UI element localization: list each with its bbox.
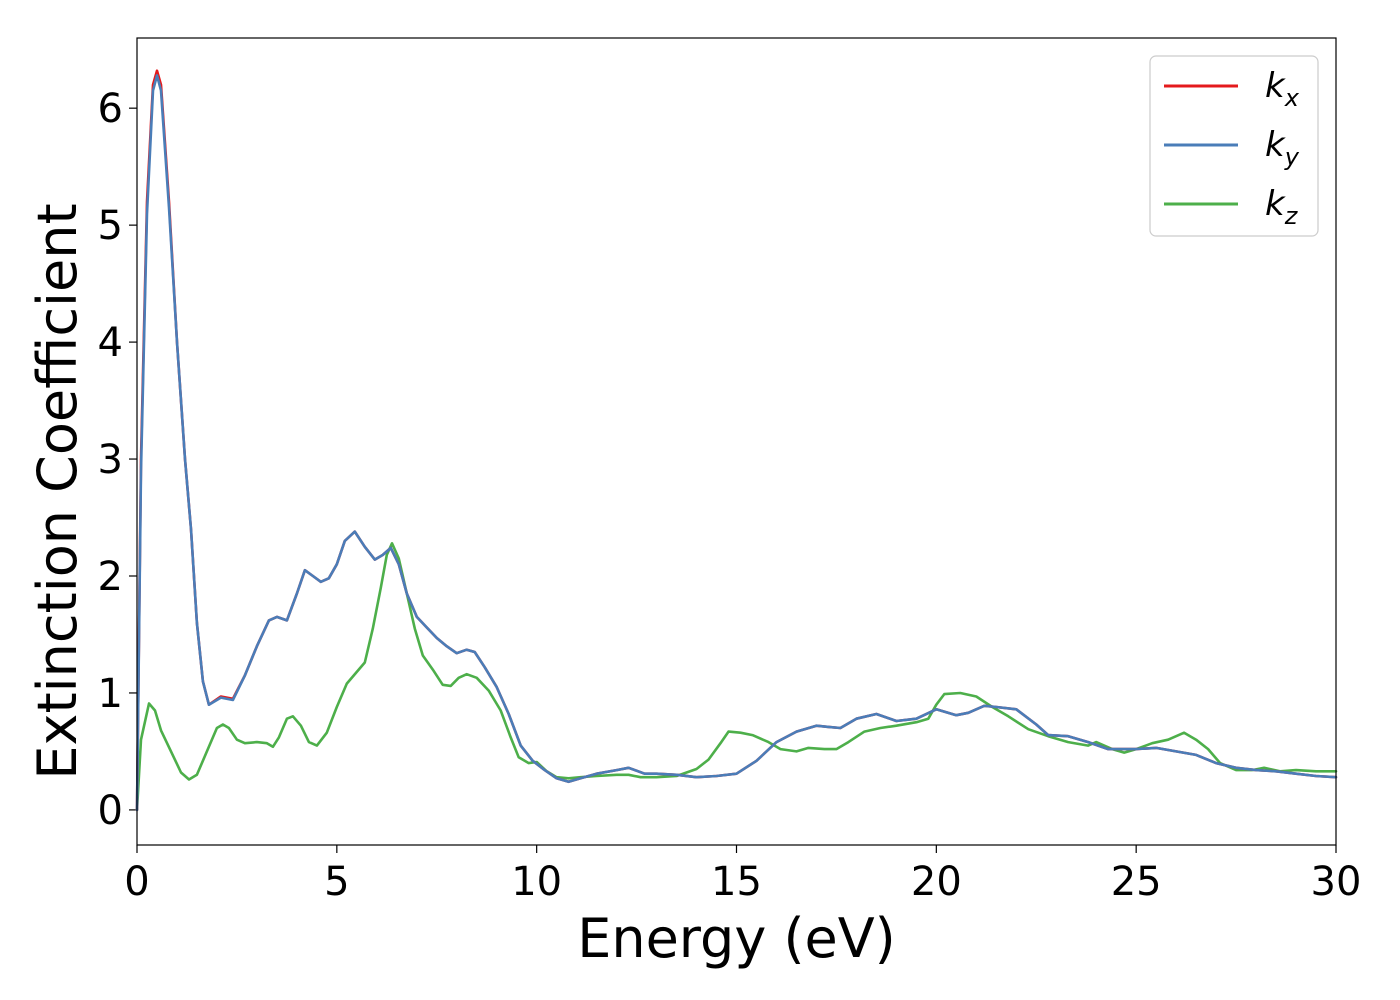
y-tick-label: 2 — [98, 554, 123, 600]
x-tick-label: 20 — [911, 859, 962, 905]
y-tick-label: 6 — [98, 86, 123, 132]
x-axis-label: Energy (eV) — [577, 907, 896, 970]
legend-label-symbol: k — [1265, 66, 1286, 106]
series-line-ky — [135, 74, 1338, 812]
y-tick-label: 5 — [98, 203, 123, 249]
ticks-layer: 0 5 10 15 20 25 30 0 1 2 3 4 5 6 — [98, 86, 1362, 905]
legend-label-kz: kz — [1265, 184, 1299, 230]
x-tick-label: 10 — [511, 859, 562, 905]
x-tick-label: 5 — [324, 859, 349, 905]
legend-label-subscript: z — [1284, 202, 1299, 230]
legend-label-subscript: y — [1284, 143, 1300, 171]
plot-frame — [136, 37, 1337, 846]
y-tick-label: 1 — [98, 671, 123, 717]
x-tick-label: 0 — [124, 859, 149, 905]
legend-label-ky: ky — [1265, 125, 1300, 171]
y-tick-label: 0 — [98, 788, 123, 834]
legend-label-symbol: k — [1265, 184, 1286, 224]
y-tick-label: 3 — [98, 437, 123, 483]
x-tick-label: 25 — [1111, 859, 1162, 905]
legend-label-kx: kx — [1265, 66, 1300, 112]
y-tick-label: 4 — [98, 320, 123, 366]
y-axis-label: Extinction Coefficient — [26, 203, 89, 779]
x-tick-label: 15 — [711, 859, 762, 905]
legend-label-subscript: x — [1284, 84, 1300, 112]
x-tick-label: 30 — [1311, 859, 1362, 905]
series-line-kz — [135, 542, 1338, 812]
series-layer — [135, 69, 1338, 812]
legend-label-symbol: k — [1265, 125, 1286, 165]
